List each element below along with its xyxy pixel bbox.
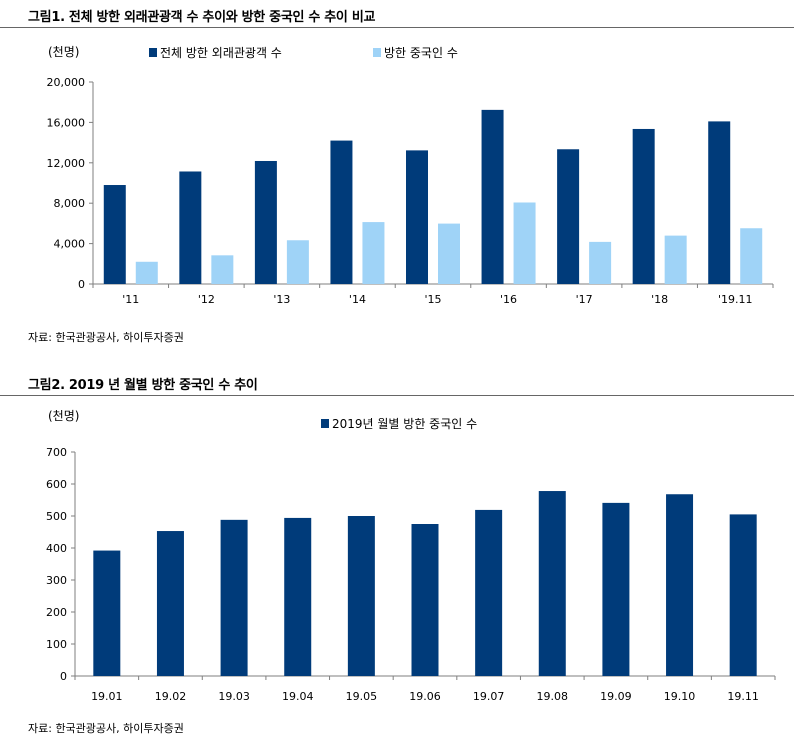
legend-label-0: 전체 방한 외래관광객 수: [160, 46, 282, 60]
bar-0: [602, 502, 630, 676]
y-tick-label: 400: [46, 542, 67, 555]
bar-0: [93, 550, 121, 676]
bar-0: [557, 149, 580, 284]
x-tick-label: '19.11: [718, 293, 753, 306]
bar-0: [411, 524, 439, 676]
x-tick-label: 19.07: [473, 690, 505, 703]
legend-label-0: 2019년 월별 방한 중국인 수: [332, 417, 477, 431]
figure1-title-rule: [0, 27, 794, 28]
y-tick-label: 100: [46, 638, 67, 651]
x-tick-label: 19.03: [218, 690, 250, 703]
x-tick-label: 19.08: [537, 690, 569, 703]
y-tick-label: 4,000: [54, 238, 86, 251]
legend-label-1: 방한 중국인 수: [384, 46, 458, 60]
y-tick-label: 600: [46, 478, 67, 491]
figure2-title-rule: [0, 395, 794, 396]
bar-0: [538, 491, 566, 676]
bar-0: [406, 150, 428, 284]
bar-1: [664, 235, 687, 284]
y-tick-label: 300: [46, 574, 67, 587]
x-tick-label: 19.01: [91, 690, 123, 703]
figure1-source: 자료: 한국관광공사, 하이투자증권: [28, 331, 184, 344]
bar-1: [438, 223, 460, 284]
y-unit-label: (천명): [48, 44, 79, 59]
bar-1: [135, 261, 158, 284]
bar-0: [632, 128, 655, 284]
legend-swatch-0: [149, 48, 157, 57]
figure2-chart: (천명) 2019년 월별 방한 중국인 수 0 100 200 300 400 500 600…: [46, 408, 776, 703]
y-tick-label: 16,000: [47, 116, 86, 129]
bar-1: [740, 228, 763, 284]
bar-0: [481, 109, 504, 284]
bar-0: [156, 531, 184, 676]
x-tick-label: '15: [424, 293, 441, 306]
bar-0: [220, 519, 248, 676]
bar-0: [729, 514, 757, 676]
figure1-chart: (천명) 전체 방한 외래관광객 수 방한 중국인 수 0 4,000 8,000 12,0…: [47, 44, 774, 306]
bar-0: [475, 509, 503, 676]
y-tick-label: 20,000: [47, 76, 86, 89]
y-tick-label: 700: [46, 446, 67, 459]
legend-swatch-1: [373, 48, 381, 57]
bar-1: [211, 255, 234, 284]
bar-0: [103, 185, 126, 284]
bar-0: [179, 171, 202, 284]
y-tick-label: 0: [60, 670, 67, 683]
bar-1: [362, 222, 385, 284]
x-tick-label: 19.11: [727, 690, 759, 703]
bar-0: [666, 494, 694, 676]
x-tick-label: 19.04: [282, 690, 314, 703]
x-tick-label: '17: [576, 293, 593, 306]
bar-0: [284, 517, 312, 676]
figure2-title: 그림2. 2019 년 월별 방한 중국인 수 추이: [28, 378, 258, 393]
x-tick-label: '16: [500, 293, 517, 306]
x-tick-label: '11: [122, 293, 139, 306]
y-unit-label: (천명): [48, 408, 79, 423]
x-tick-label: 19.05: [346, 690, 378, 703]
bar-0: [708, 121, 731, 284]
x-tick-label: '18: [651, 293, 668, 306]
y-tick-label: 12,000: [47, 157, 86, 170]
x-tick-label: 19.09: [600, 690, 632, 703]
y-tick-label: 500: [46, 510, 67, 523]
bar-1: [589, 241, 612, 284]
x-tick-label: 19.02: [155, 690, 187, 703]
bar-0: [330, 140, 353, 284]
x-tick-label: '14: [349, 293, 366, 306]
x-tick-label: 19.06: [409, 690, 441, 703]
x-tick-label: '13: [273, 293, 290, 306]
y-tick-label: 0: [78, 278, 85, 291]
bar-1: [286, 240, 309, 284]
y-tick-label: 8,000: [54, 197, 86, 210]
bar-0: [347, 516, 375, 676]
figure2-source: 자료: 한국관광공사, 하이투자증권: [28, 722, 184, 735]
x-tick-label: 19.10: [664, 690, 696, 703]
x-tick-label: '12: [198, 293, 215, 306]
figure1-title: 그림1. 전체 방한 외래관광객 수 추이와 방한 중국인 수 추이 비교: [28, 10, 376, 25]
bar-1: [513, 202, 536, 284]
y-tick-label: 200: [46, 606, 67, 619]
bar-0: [254, 160, 277, 284]
legend-swatch-0: [321, 419, 329, 428]
